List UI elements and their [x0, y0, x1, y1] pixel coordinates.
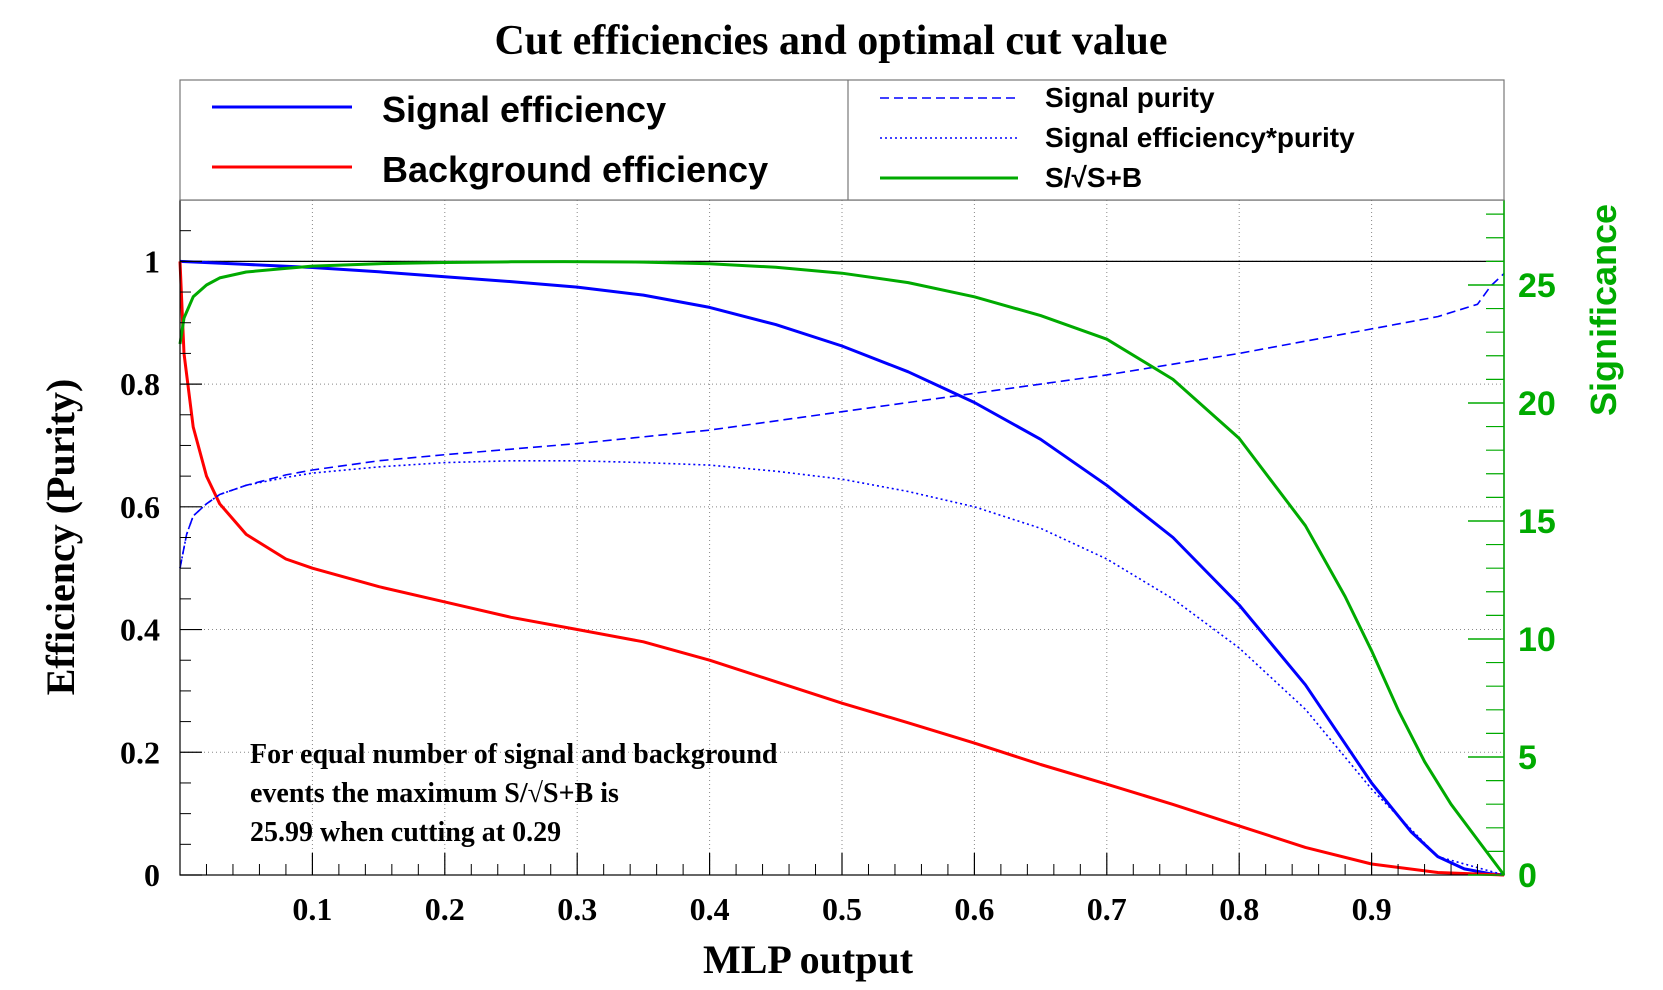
plot-frame [179, 199, 1505, 876]
y-tick-label: 1 [144, 243, 160, 279]
x-tick-label: 0.1 [292, 891, 332, 927]
axes: 0.1 0.2 0.3 0.4 0.5 0.6 0.7 0.8 0.9 0 0.2 0.4 0.6 0.8… [120, 199, 1556, 927]
y-tick-label: 0.2 [120, 734, 160, 770]
y-axis-title: Efficiency (Purity) [38, 379, 83, 696]
grid [180, 200, 1504, 875]
series-signal-efficiency [179, 259, 1505, 877]
x-tick-label: 0.7 [1087, 891, 1127, 927]
legend-label-signal-efficiency-purity: Signal efficiency*purity [1045, 122, 1355, 153]
y2-axis-title: Significance [1583, 204, 1624, 416]
y-tick-label: 0.8 [120, 366, 160, 402]
x-tick-label: 0.5 [822, 891, 862, 927]
chart-title: Cut efficiencies and optimal cut value [494, 18, 1167, 64]
x-tick-label: 0.2 [425, 891, 465, 927]
x-tick-label: 0.6 [954, 891, 994, 927]
y2-tick-label: 5 [1518, 739, 1537, 777]
y2-tick-label: 10 [1518, 621, 1556, 659]
x-axis-title: MLP output [703, 937, 914, 982]
y-tick-label: 0.4 [120, 612, 160, 648]
annotation-line-1: For equal number of signal and backgroun… [250, 739, 778, 770]
legend-label-signal-purity: Signal purity [1045, 82, 1215, 113]
y-tick-label: 0.6 [120, 489, 160, 525]
legend-label-significance: S/√S+B [1045, 162, 1142, 193]
y2-tick-label: 15 [1518, 503, 1556, 541]
annotation: For equal number of signal and backgroun… [250, 739, 778, 848]
y2-tick-label: 20 [1518, 385, 1556, 423]
x-tick-label: 0.8 [1219, 891, 1259, 927]
series-background-efficiency [178, 261, 1505, 877]
series-layer [178, 259, 1506, 877]
x-tick-label: 0.4 [690, 891, 730, 927]
y2-tick-label: 25 [1518, 267, 1556, 305]
series-s-s-b [178, 260, 1506, 876]
series-signal-purity [179, 273, 1505, 569]
legend-label-background-efficiency: Background efficiency [382, 149, 768, 190]
plot-area [179, 199, 1505, 876]
y2-tick-label: 0 [1518, 857, 1537, 895]
legend-label-signal-efficiency: Signal efficiency [382, 89, 666, 130]
x-tick-label: 0.9 [1352, 891, 1392, 927]
annotation-line-3: 25.99 when cutting at 0.29 [250, 817, 561, 848]
legend-box [179, 79, 1505, 201]
annotation-line-2: events the maximum S/√S+B is [250, 778, 619, 809]
legend: Signal efficiency Background efficiency … [179, 79, 1505, 201]
x-tick-label: 0.3 [557, 891, 597, 927]
y-tick-label: 0 [144, 857, 160, 893]
